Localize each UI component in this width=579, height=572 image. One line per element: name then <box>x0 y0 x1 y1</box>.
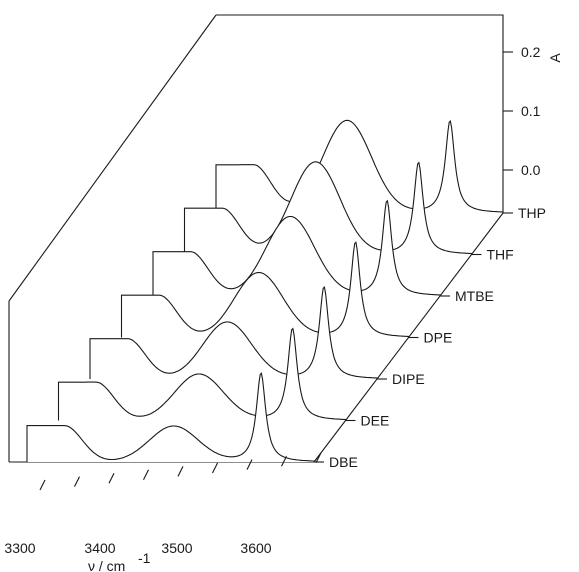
spectrum-fill-dpe <box>121 242 409 338</box>
x-tick-label-1: 3400 <box>84 540 115 556</box>
x-tick-0 <box>39 479 46 491</box>
spectrum-dipe <box>89 285 378 379</box>
x-axis-label-superscript: -1 <box>138 550 151 566</box>
spectrum-dbe <box>26 372 315 462</box>
y-tick-label-0: 0.0 <box>521 162 541 178</box>
spectra-group <box>26 119 504 462</box>
x-tick-4 <box>177 466 184 477</box>
spectrum-thp <box>215 119 504 213</box>
x-tick-label-3: 3600 <box>240 540 271 556</box>
left-depth-edge <box>8 14 217 302</box>
axis-labels: THP THF MTBE DPE DIPE DEE DBE 0.0 0.1 0.2 A 3300 340… <box>4 44 563 572</box>
series-label-thf: THF <box>487 247 514 263</box>
spectrum-mtbe <box>152 199 441 296</box>
x-tick-6 <box>246 459 253 470</box>
spectrum-fill-thf <box>184 161 472 255</box>
y-tick-label-1: 0.1 <box>521 103 541 119</box>
x-tick-7 <box>281 455 287 467</box>
spectrum-thf <box>183 161 473 255</box>
x-tick-3 <box>143 469 149 481</box>
spectrum-fill-mtbe <box>153 200 440 296</box>
spectrum-fill-dipe <box>90 287 377 379</box>
y-tick-label-2: 0.2 <box>521 44 541 60</box>
y-axis-label: A <box>547 53 563 63</box>
spectrum-dee <box>57 327 347 421</box>
x-tick-5 <box>212 462 218 474</box>
spectrum-dpe <box>120 241 410 338</box>
x-axis-label: ν / cm <box>88 558 125 572</box>
series-label-dee: DEE <box>361 413 390 429</box>
back-wall <box>216 14 504 213</box>
x-tick-label-2: 3500 <box>161 540 192 556</box>
x-tick-2 <box>108 472 115 484</box>
x-tick-1 <box>74 476 80 487</box>
spectrum-fill-dbe <box>27 373 314 462</box>
x-tick-8 <box>315 452 322 464</box>
series-label-dbe: DBE <box>329 454 358 470</box>
spectrum-fill-thp <box>216 120 503 213</box>
series-label-dipe: DIPE <box>392 371 425 387</box>
tick-marks <box>39 51 513 491</box>
series-label-dpe: DPE <box>424 330 453 346</box>
series-label-mtbe: MTBE <box>455 288 494 304</box>
x-tick-label-0: 3300 <box>4 540 35 556</box>
series-label-thp: THP <box>518 205 546 221</box>
